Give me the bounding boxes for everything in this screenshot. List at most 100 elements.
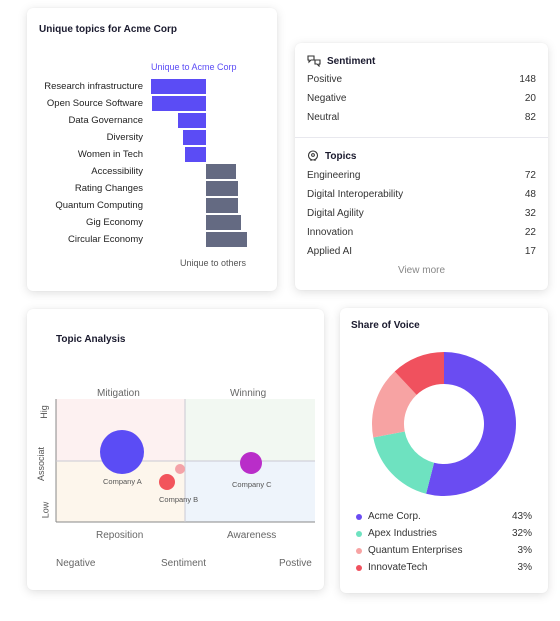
legend-label: Acme Corp.	[368, 511, 421, 522]
sentiment-row-label: Positive	[307, 74, 343, 85]
share-of-voice-title: Share of Voice	[351, 320, 420, 331]
acme-topic-bar[interactable]	[151, 79, 206, 94]
topic-row: Quantum Computing	[27, 198, 277, 214]
x-tick-negative: Negative	[56, 558, 96, 569]
legend-dot	[356, 530, 362, 537]
small-company-bubble[interactable]	[175, 464, 185, 474]
unique-to-acme-label: Unique to Acme Corp	[151, 62, 237, 72]
unique-to-others-label: Unique to others	[180, 258, 247, 268]
acme-topic-bar[interactable]	[152, 96, 206, 111]
legend-item[interactable]: Quantum Enterprises 3%	[356, 545, 532, 556]
topic-item-label: Innovation	[307, 227, 354, 238]
acme-topic-bar[interactable]	[178, 113, 206, 128]
topic-item[interactable]: Engineering 72	[307, 170, 536, 181]
topic-item-value: 48	[524, 189, 536, 200]
unique-topics-title: Unique topics for Acme Corp	[39, 24, 177, 35]
topic-row: Women in Tech	[27, 147, 277, 163]
topics-header: Topics	[307, 150, 356, 162]
donut-slice[interactable]	[373, 431, 435, 494]
legend-label: InnovateTech	[368, 562, 428, 573]
quadrant-mitigation-label: Mitigation	[97, 388, 140, 399]
sentiment-topics-card: Sentiment Positive 148 Negative 20 Neutral 82…	[295, 43, 548, 290]
topic-label: Rating Changes	[74, 183, 143, 194]
topic-row: Data Governance	[27, 113, 277, 129]
legend-item[interactable]: Apex Industries 32%	[356, 528, 532, 539]
topic-item-value: 72	[524, 170, 536, 181]
topic-item[interactable]: Applied AI 17	[307, 246, 536, 257]
topic-item[interactable]: Innovation 22	[307, 227, 536, 238]
topic-row: Accessibility	[27, 164, 277, 180]
topic-row: Diversity	[27, 130, 277, 146]
donut-slice[interactable]	[394, 352, 444, 395]
topic-item-label: Engineering	[307, 170, 361, 181]
legend-dot	[356, 547, 362, 554]
brain-head-icon	[307, 150, 319, 161]
sentiment-title: Sentiment	[327, 55, 376, 67]
donut-slice[interactable]	[372, 371, 417, 438]
others-topic-bar[interactable]	[206, 181, 238, 196]
company-c-label: Company C	[232, 480, 272, 489]
topic-label: Gig Economy	[85, 217, 143, 228]
topic-row: Rating Changes	[27, 181, 277, 197]
legend-dot	[356, 513, 362, 520]
acme-topic-bar[interactable]	[185, 147, 206, 162]
sentiment-row[interactable]: Positive 148	[307, 74, 536, 85]
x-tick-positive: Postive	[279, 558, 312, 569]
topic-item[interactable]: Digital Interoperability 48	[307, 189, 536, 200]
legend-dot	[356, 564, 362, 571]
sentiment-row[interactable]: Negative 20	[307, 93, 536, 104]
sentiment-row-label: Negative	[307, 93, 347, 104]
topic-label: Accessibility	[91, 166, 143, 177]
sentiment-row-label: Neutral	[307, 112, 340, 123]
others-topic-bar[interactable]	[206, 164, 236, 179]
topic-item-value: 17	[524, 246, 536, 257]
sentiment-row-value: 148	[519, 74, 536, 85]
topic-row: Gig Economy	[27, 215, 277, 231]
quadrant-reposition-label: Reposition	[96, 530, 144, 541]
topic-analysis-title: Topic Analysis	[56, 334, 126, 345]
chat-bubbles-icon	[307, 55, 321, 67]
topic-label: Open Source Software	[46, 98, 143, 109]
company-b-label: Company B	[159, 495, 199, 504]
company-b-bubble[interactable]	[159, 474, 175, 490]
legend-label: Quantum Enterprises	[368, 545, 463, 556]
topic-label: Diversity	[106, 132, 143, 143]
topic-row: Research infrastructure	[27, 79, 277, 95]
y-tick-high: Hig	[38, 405, 49, 419]
sentiment-row-value: 20	[524, 93, 536, 104]
topic-item-value: 32	[524, 208, 536, 219]
donut-slice[interactable]	[426, 352, 516, 496]
topic-row: Open Source Software	[27, 96, 277, 112]
y-tick-association: Associat	[36, 446, 47, 482]
others-topic-bar[interactable]	[206, 198, 238, 213]
legend-label: Apex Industries	[368, 528, 437, 539]
company-c-bubble[interactable]	[240, 452, 262, 474]
topic-row: Circular Economy	[27, 232, 277, 248]
topic-item[interactable]: Digital Agility 32	[307, 208, 536, 219]
topic-analysis-plot	[55, 399, 315, 523]
topic-label: Research infrastructure	[44, 81, 143, 92]
topic-item-value: 22	[524, 227, 536, 238]
acme-topic-bar[interactable]	[183, 130, 206, 145]
share-of-voice-donut	[372, 352, 516, 496]
topic-item-label: Digital Interoperability	[307, 189, 404, 200]
share-of-voice-card: Share of Voice Acme Corp. 43% Apex Industr…	[340, 308, 548, 593]
topic-label: Data Governance	[68, 115, 143, 126]
topic-item-label: Digital Agility	[307, 208, 364, 219]
quadrant-awareness-label: Awareness	[227, 530, 277, 541]
sentiment-row[interactable]: Neutral 82	[307, 112, 536, 123]
legend-percent: 3%	[517, 562, 532, 573]
legend-percent: 43%	[511, 511, 532, 522]
company-a-bubble[interactable]	[100, 430, 144, 474]
view-more-link[interactable]: View more	[397, 265, 446, 276]
topic-analysis-card: Topic Analysis Mitigation Winning Compan…	[27, 309, 324, 590]
others-topic-bar[interactable]	[206, 232, 247, 247]
legend-item[interactable]: InnovateTech 3%	[356, 562, 532, 573]
quadrant-winning-bg	[185, 399, 315, 461]
company-a-label: Company A	[103, 477, 142, 486]
unique-topics-card: Unique topics for Acme Corp Unique to Ac…	[27, 8, 277, 291]
sentiment-row-value: 82	[524, 112, 536, 123]
others-topic-bar[interactable]	[206, 215, 241, 230]
x-tick-sentiment: Sentiment	[161, 558, 207, 569]
legend-item[interactable]: Acme Corp. 43%	[356, 511, 532, 522]
